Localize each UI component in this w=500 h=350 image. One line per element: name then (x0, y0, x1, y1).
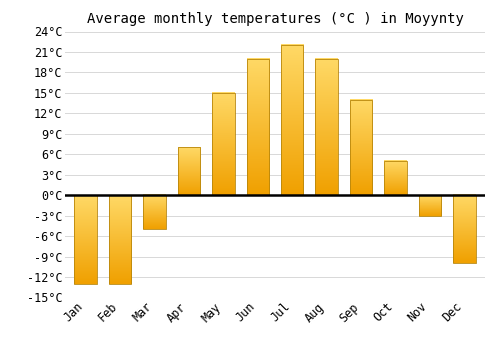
Bar (212, 93, 234, 195)
Bar (109, 195, 132, 284)
Bar (144, 195, 166, 229)
Bar (453, 195, 475, 264)
Bar (418, 195, 441, 216)
Bar (74, 195, 97, 284)
Bar (350, 100, 372, 195)
Bar (246, 59, 269, 195)
Bar (178, 147, 200, 195)
Bar (316, 59, 338, 195)
Bar (281, 45, 303, 195)
Bar (384, 161, 406, 195)
Title: Average monthly temperatures (°C ) in Moyynty: Average monthly temperatures (°C ) in Mo… (86, 12, 464, 26)
